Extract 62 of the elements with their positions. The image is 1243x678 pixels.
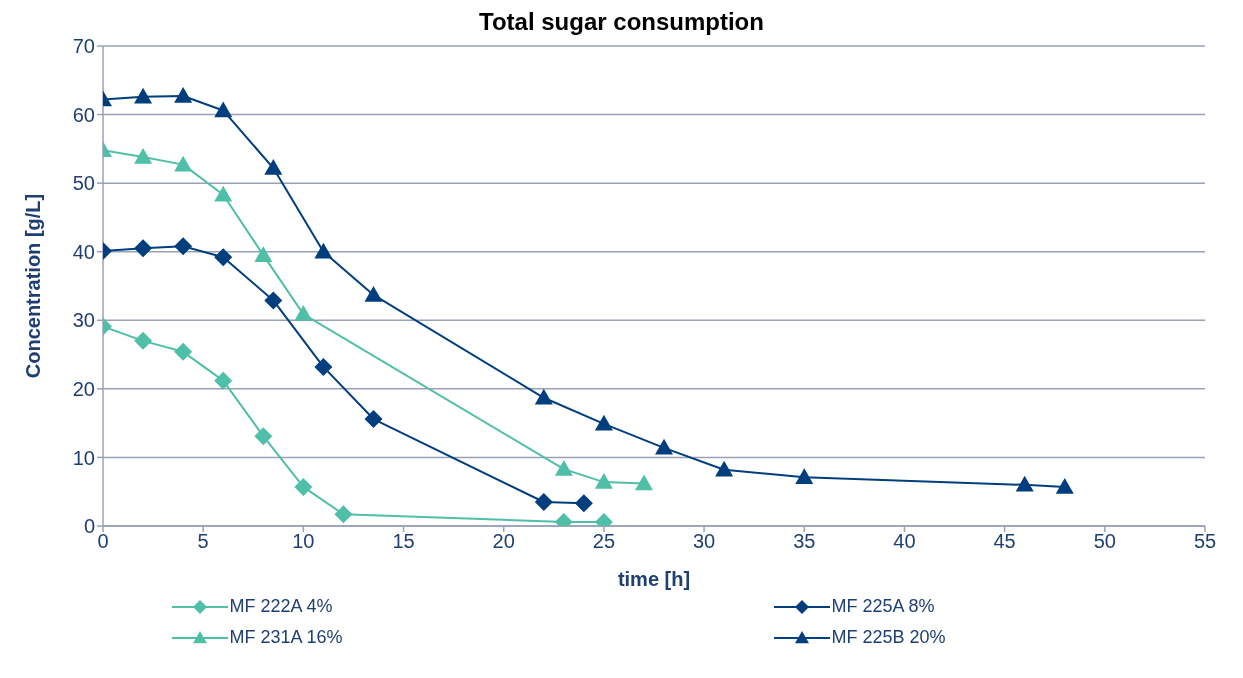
point <box>314 242 333 259</box>
y-axis-title: Concentration [g/L] <box>22 193 45 379</box>
x-axis-title: time [h] <box>617 568 691 590</box>
legend-label: MF 225B 20% <box>831 627 947 648</box>
point <box>314 357 333 376</box>
point <box>174 237 193 256</box>
x-tick-label: 35 <box>793 530 816 553</box>
point <box>214 371 233 390</box>
point <box>364 285 383 302</box>
x-tick-label: 10 <box>292 530 315 553</box>
point <box>594 414 613 431</box>
point <box>294 477 313 496</box>
x-tick-label: 45 <box>993 530 1016 553</box>
y-tick-label: 70 <box>72 35 95 58</box>
point <box>795 468 814 485</box>
x-tick-label: 55 <box>1193 530 1217 553</box>
x-tick-label: 40 <box>893 530 916 553</box>
x-tick-label: 50 <box>1093 530 1116 553</box>
y-tick-label: 0 <box>83 515 95 538</box>
point <box>364 410 383 429</box>
x-tick-label: 25 <box>592 530 616 553</box>
point <box>254 246 273 262</box>
point <box>134 87 153 104</box>
point <box>134 148 153 164</box>
legend-label: MF 225A 8% <box>831 596 936 617</box>
point <box>334 505 353 524</box>
point <box>1015 475 1034 492</box>
point <box>264 291 283 310</box>
legend-label: MF 222A 4% <box>229 596 334 617</box>
point <box>574 494 593 513</box>
y-tick-label: 30 <box>72 309 95 332</box>
point <box>715 460 734 477</box>
point <box>174 342 193 361</box>
point <box>594 473 613 489</box>
y-tick-label: 50 <box>72 172 95 195</box>
x-tick-label: 20 <box>492 530 515 553</box>
y-tick-label: 40 <box>72 240 95 263</box>
legend-label: MF 231A 16% <box>229 627 344 648</box>
point <box>134 331 153 350</box>
chart-title: Total sugar consumption <box>478 8 765 36</box>
point <box>655 438 674 455</box>
point <box>264 159 283 175</box>
point <box>174 155 193 172</box>
y-tick-label: 10 <box>72 446 95 469</box>
x-tick-label: 30 <box>692 530 716 553</box>
point <box>1055 477 1074 494</box>
point <box>534 493 553 511</box>
point <box>214 185 233 202</box>
point <box>214 248 233 267</box>
point <box>634 474 653 491</box>
x-tick-label: 15 <box>392 530 415 553</box>
x-tick-label: 5 <box>197 530 209 553</box>
point <box>554 460 573 476</box>
point <box>254 427 273 446</box>
x-tick-label: 0 <box>97 530 109 553</box>
point <box>214 101 233 118</box>
point <box>134 239 153 258</box>
y-tick-label: 20 <box>72 377 95 400</box>
y-tick-label: 60 <box>72 103 95 126</box>
point <box>294 305 313 321</box>
point <box>174 87 193 103</box>
point <box>534 388 553 405</box>
